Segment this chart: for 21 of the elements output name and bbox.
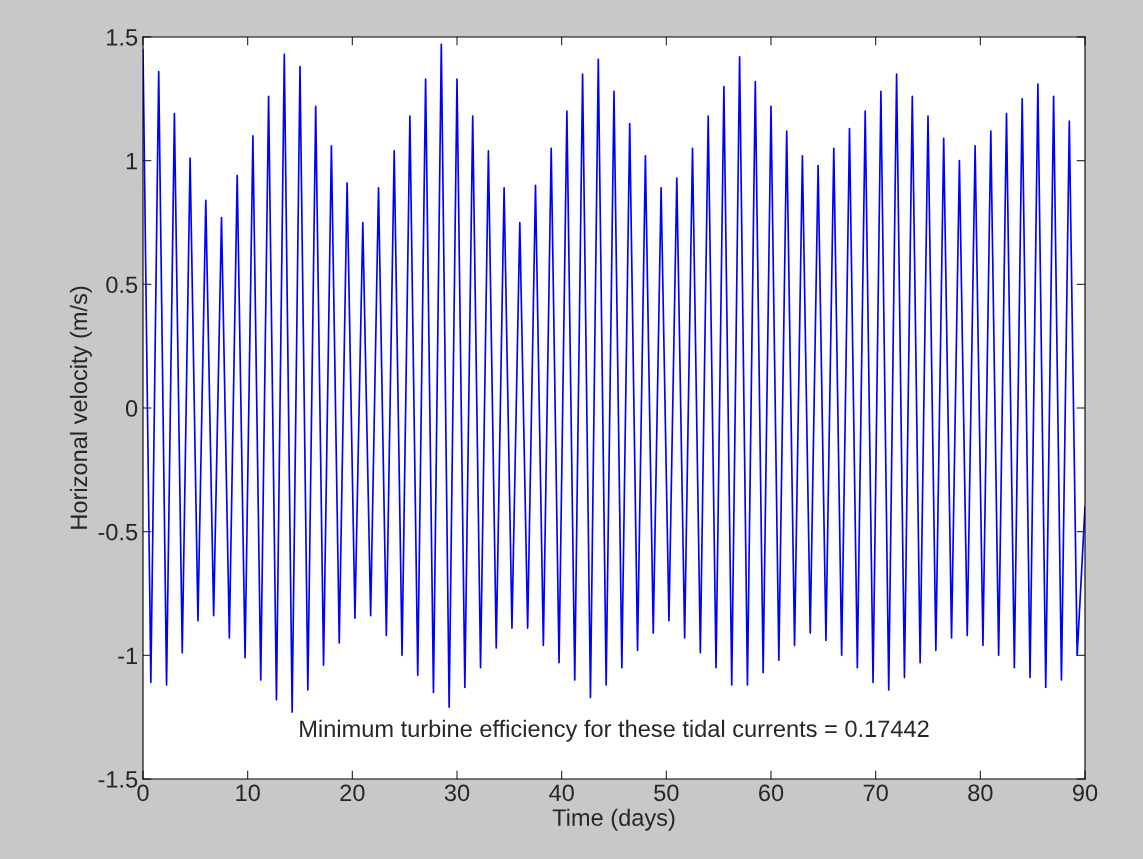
- x-tick-label: 0: [137, 784, 149, 802]
- y-tick-label: 0.5: [106, 276, 138, 294]
- y-axis-title: Horizonal velocity (m/s): [69, 286, 92, 529]
- y-tick-label: 1: [126, 152, 137, 170]
- x-tick-label: 10: [236, 784, 260, 802]
- y-tick-label: -1.5: [98, 771, 138, 788]
- y-tick-label: -1: [118, 647, 137, 664]
- y-tick-label: 1.5: [107, 29, 138, 46]
- x-tick-label: 60: [759, 784, 784, 802]
- x-tick-label: 80: [968, 784, 993, 802]
- y-tick-label: 0: [125, 400, 138, 417]
- x-axis-title: Time (days): [552, 808, 675, 831]
- x-tick-label: 20: [340, 784, 365, 802]
- x-tick-label: 40: [549, 784, 574, 802]
- x-tick-label: 90: [1072, 784, 1098, 802]
- x-tick-label: 70: [863, 784, 888, 802]
- y-tick-label: -0.5: [98, 523, 138, 541]
- annotation: Minimum turbine efficiency for these tidal currents = 0.17442: [300, 719, 929, 742]
- x-tick-label: 50: [654, 784, 679, 802]
- x-tick-label: 30: [444, 784, 470, 802]
- line-series: [143, 43, 1085, 714]
